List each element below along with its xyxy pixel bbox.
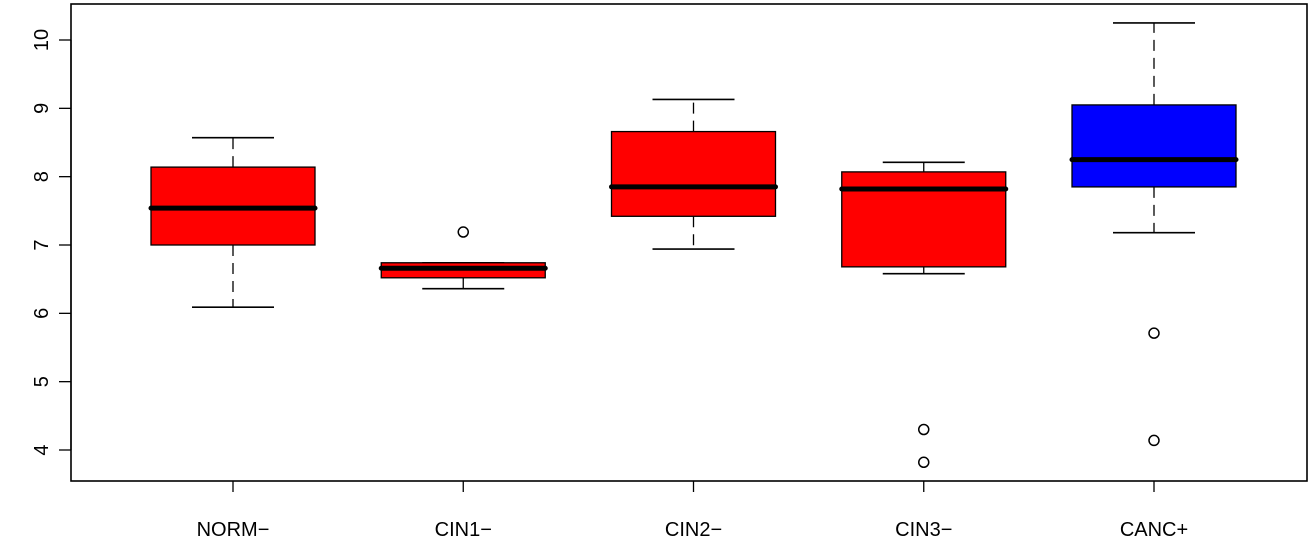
x-tick-label: NORM− xyxy=(197,519,270,541)
box-body xyxy=(610,130,777,217)
y-tick-label: 8 xyxy=(31,171,53,182)
box-body xyxy=(1071,104,1237,188)
y-tick-label: 9 xyxy=(31,103,53,114)
box-3 xyxy=(609,98,778,250)
outlier-point xyxy=(918,456,930,469)
box-body xyxy=(841,171,1007,268)
y-tick-label: 5 xyxy=(31,376,53,387)
y-tick-label: 4 xyxy=(31,444,53,455)
outlier-point xyxy=(457,226,469,238)
x-tick-label: CANC+ xyxy=(1120,519,1188,541)
outlier-point xyxy=(918,423,930,436)
x-axis: NORM− CIN1− CIN2− CIN3− CANC+ xyxy=(197,481,1188,541)
y-tick-label: 7 xyxy=(31,239,53,250)
box-2 xyxy=(378,226,548,290)
y-tick-label: 6 xyxy=(31,308,53,319)
x-tick-label: CIN2− xyxy=(665,519,722,541)
box-1 xyxy=(148,136,318,308)
box-5 xyxy=(1069,22,1239,447)
outlier-point xyxy=(1148,327,1160,339)
box-4 xyxy=(839,161,1009,469)
x-tick-label: CIN1− xyxy=(435,519,492,541)
x-tick-label: CIN3− xyxy=(895,519,952,541)
boxes-group xyxy=(148,22,1239,469)
outlier-point xyxy=(1148,434,1160,447)
y-tick-label: 10 xyxy=(31,29,53,51)
y-axis: 4 5 6 7 8 9 10 xyxy=(31,29,72,456)
